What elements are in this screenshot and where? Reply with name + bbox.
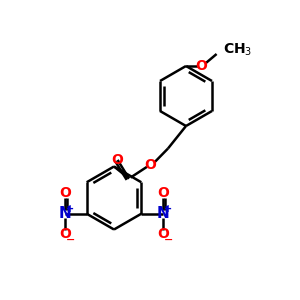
Text: +: + — [66, 204, 74, 214]
Text: CH$_3$: CH$_3$ — [223, 41, 252, 58]
Text: O: O — [112, 153, 124, 167]
Text: O: O — [59, 186, 71, 200]
Text: +: + — [164, 204, 172, 214]
Text: −: − — [66, 235, 75, 244]
Text: O: O — [145, 158, 157, 172]
Text: −: − — [164, 235, 173, 244]
Text: O: O — [157, 227, 169, 241]
Text: O: O — [59, 227, 71, 241]
Text: O: O — [196, 59, 208, 73]
Text: O: O — [157, 186, 169, 200]
Text: N: N — [59, 206, 71, 221]
Text: N: N — [157, 206, 169, 221]
